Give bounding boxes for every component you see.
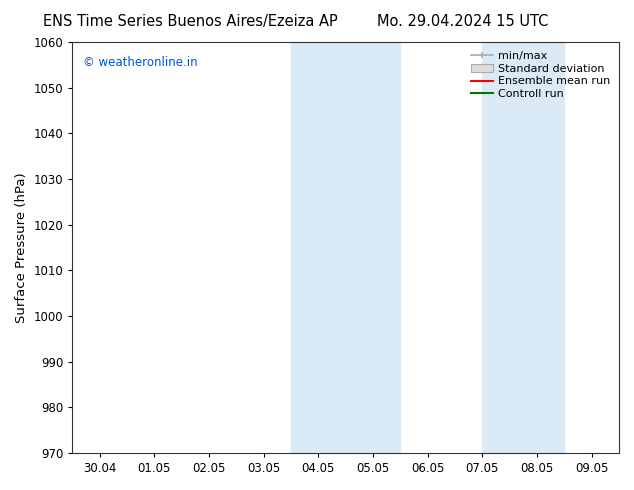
Bar <box>291 42 400 453</box>
Bar <box>482 42 564 453</box>
Text: Mo. 29.04.2024 15 UTC: Mo. 29.04.2024 15 UTC <box>377 14 548 29</box>
Text: ENS Time Series Buenos Aires/Ezeiza AP: ENS Time Series Buenos Aires/Ezeiza AP <box>43 14 337 29</box>
Legend: min/max, Standard deviation, Ensemble mean run, Controll run: min/max, Standard deviation, Ensemble me… <box>468 48 614 102</box>
Text: © weatheronline.in: © weatheronline.in <box>83 56 198 70</box>
Y-axis label: Surface Pressure (hPa): Surface Pressure (hPa) <box>15 172 28 323</box>
